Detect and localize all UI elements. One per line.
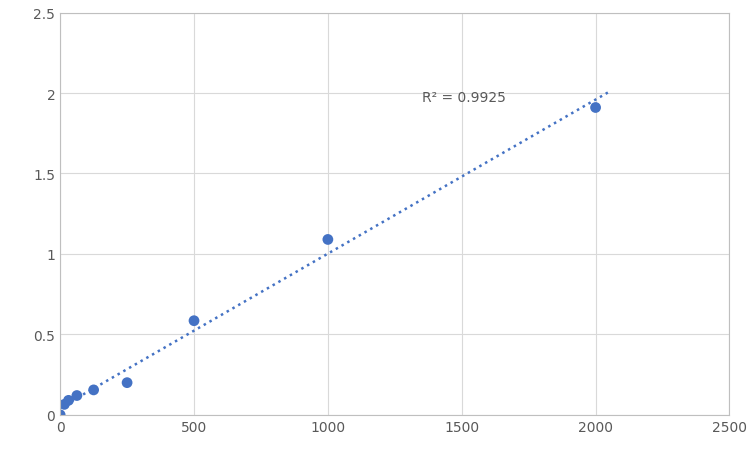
Point (121, 379, 133, 387)
Point (87, 387, 99, 394)
Point (590, 105, 602, 112)
Point (322, 236, 334, 244)
Point (62, 397, 74, 404)
Point (54, 411, 66, 419)
Point (71, 392, 83, 399)
Point (188, 318, 200, 325)
Text: R² = 0.9925: R² = 0.9925 (422, 91, 505, 105)
Point (59, 401, 71, 408)
